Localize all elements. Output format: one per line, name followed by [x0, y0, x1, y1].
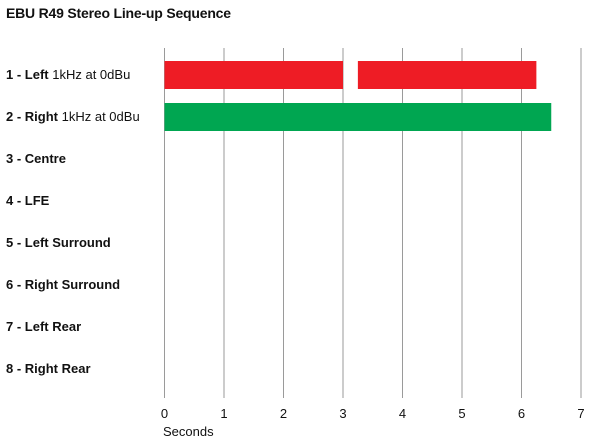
row-label-name: 2 - Right	[6, 109, 58, 124]
bar-segment-row1-1	[357, 61, 537, 89]
x-tick-label-4: 4	[399, 406, 406, 421]
row-label-5: 5 - Left Surround	[6, 235, 111, 251]
row-label-3: 3 - Centre	[6, 151, 66, 167]
x-tick-labels: 0 1 2 3 4 5 6 7	[161, 406, 585, 421]
x-tick-label-7: 7	[577, 406, 584, 421]
row-label-name: 3 - Centre	[6, 151, 66, 166]
x-tick-label-1: 1	[220, 406, 227, 421]
row-label-name: 5 - Left Surround	[6, 235, 111, 250]
x-tick-label-2: 2	[280, 406, 287, 421]
x-tick-label-6: 6	[518, 406, 525, 421]
x-tick-label-0: 0	[161, 406, 168, 421]
row-label-4: 4 - LFE	[6, 193, 49, 209]
row-label-6: 6 - Right Surround	[6, 277, 120, 293]
row-label-7: 7 - Left Rear	[6, 319, 81, 335]
row-label-detail: 1kHz at 0dBu	[61, 109, 140, 124]
row-label-2: 2 - Right 1kHz at 0dBu	[6, 109, 140, 125]
row-label-name: 6 - Right Surround	[6, 277, 121, 292]
row-label-8: 8 - Right Rear	[6, 361, 91, 377]
bar-segment-row1-0	[164, 61, 343, 89]
chart-title: EBU R49 Stereo Line-up Sequence	[6, 5, 231, 21]
x-tick-label-5: 5	[458, 406, 465, 421]
row-label-1: 1 - Left 1kHz at 0dBu	[6, 67, 130, 83]
row-label-detail: 1kHz at 0dBu	[52, 67, 131, 82]
x-tick-label-3: 3	[339, 406, 346, 421]
bar-segment-row2-2	[164, 103, 552, 131]
row-label-name: 4 - LFE	[6, 193, 50, 208]
row-label-name: 1 - Left	[6, 67, 49, 82]
gridlines	[164, 48, 582, 398]
row-label-name: 7 - Left Rear	[6, 319, 82, 334]
x-axis-title: Seconds	[163, 424, 214, 439]
bars	[164, 61, 552, 131]
row-label-name: 8 - Right Rear	[6, 361, 91, 376]
